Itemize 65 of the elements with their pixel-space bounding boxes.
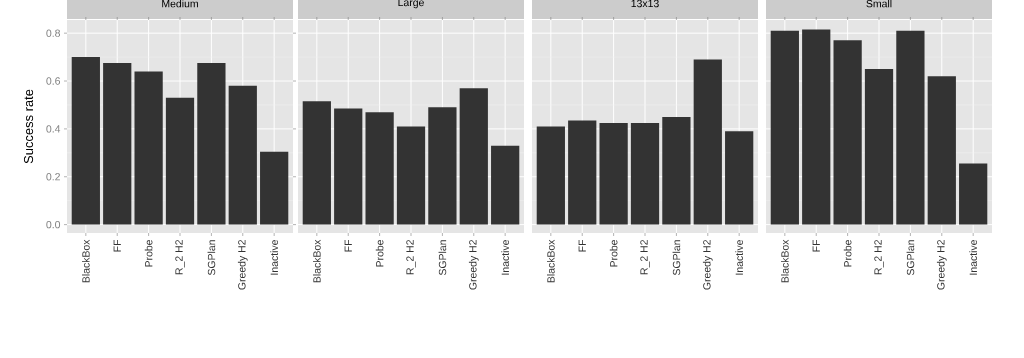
bar — [536, 126, 565, 225]
x-tick-label: R_2 H2 — [640, 240, 650, 275]
bar — [428, 107, 457, 225]
bar — [693, 59, 722, 225]
chart-title: Small — [866, 0, 892, 8]
x-tick-label: SGPlan — [207, 240, 216, 276]
y-tick-label: 0.4 — [46, 125, 61, 133]
x-tick-label: R_2 H2 — [874, 240, 884, 275]
x-tick-label: Inactive — [969, 240, 978, 275]
bar — [864, 69, 894, 225]
y-axis-title: Success rate — [23, 89, 34, 164]
x-tick-label: Probe — [609, 240, 618, 267]
x-tick-label: FF — [344, 239, 352, 252]
bar — [260, 151, 289, 225]
x-tick-label: Inactive — [501, 240, 510, 275]
x-tick-label: FF — [113, 239, 121, 252]
bar — [165, 97, 195, 225]
x-tick-label: Inactive — [735, 240, 744, 275]
chart-title: 13x13 — [631, 0, 659, 8]
bar — [599, 122, 628, 225]
x-tick-label: Probe — [843, 240, 852, 267]
bar — [662, 116, 691, 225]
bar — [491, 145, 520, 225]
bar — [103, 63, 132, 225]
bar — [396, 126, 426, 225]
bar — [770, 30, 799, 225]
x-tick-label: SGPlan — [672, 240, 681, 276]
y-tick-label: 0.6 — [46, 77, 61, 85]
x-tick-label: FF — [812, 239, 820, 252]
x-tick-label: BlackBox — [313, 239, 321, 283]
bar — [725, 131, 754, 225]
x-tick-label: BlackBox — [781, 239, 789, 283]
x-tick-label: Greedy H2 — [702, 240, 713, 290]
bar — [228, 85, 257, 225]
x-tick-label: Probe — [375, 240, 384, 267]
y-tick-label: 0.0 — [46, 220, 61, 229]
x-tick-label: BlackBox — [547, 239, 555, 283]
bar — [833, 40, 862, 225]
bar — [568, 120, 597, 225]
bar — [927, 76, 956, 225]
bar — [630, 122, 660, 225]
x-tick-label: SGPlan — [438, 240, 447, 276]
bar — [959, 163, 988, 225]
x-tick-label: Greedy H2 — [237, 240, 248, 290]
x-tick-label: FF — [578, 239, 586, 252]
bar — [802, 29, 831, 225]
x-tick-label: SGPlan — [906, 240, 915, 276]
x-tick-label: BlackBox — [81, 239, 90, 283]
chart-title: Medium — [162, 0, 198, 8]
y-tick-label: 0.2 — [46, 173, 60, 181]
bar — [334, 108, 363, 225]
x-tick-label: R_2 H2 — [406, 240, 416, 275]
bar — [459, 88, 488, 225]
x-tick-label: R_2 H2 — [175, 240, 185, 275]
x-tick-label: Greedy H2 — [936, 240, 947, 290]
bar — [896, 30, 925, 225]
bar — [71, 57, 100, 225]
bar — [365, 112, 394, 225]
x-tick-label: Probe — [144, 240, 153, 267]
y-tick-label: 0.8 — [46, 29, 61, 37]
x-tick-label: Inactive — [270, 239, 279, 275]
bar — [302, 101, 331, 225]
bar — [134, 71, 163, 225]
x-tick-label: Greedy H2 — [468, 240, 479, 290]
bar — [197, 63, 226, 225]
